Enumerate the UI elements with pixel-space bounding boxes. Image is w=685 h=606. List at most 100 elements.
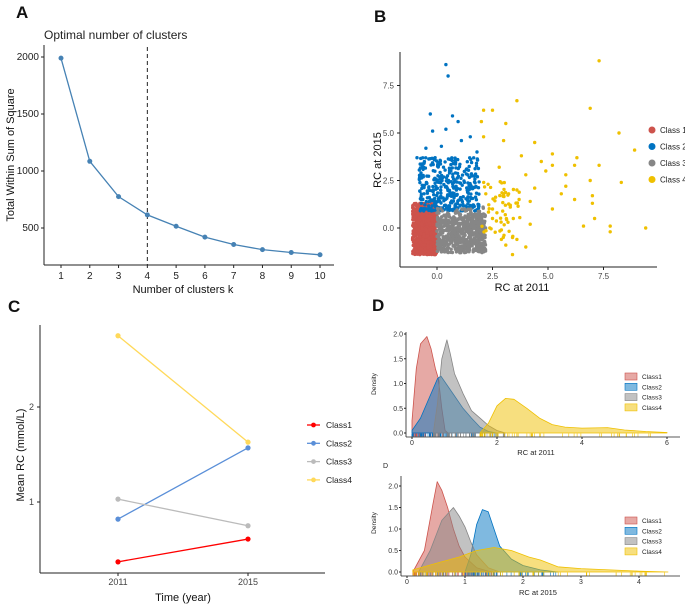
scatter-point-class2 [462,180,467,185]
scatter-point-class3 [480,247,484,251]
scatter-point-class2 [427,157,431,161]
scatter-point-class1 [422,217,427,221]
scatter-point-class4 [644,226,648,230]
scatter-point-class3 [452,244,456,248]
y-tick-label: 7.5 [383,82,395,91]
x-tick-label: 1 [463,579,467,586]
scatter-point-class2 [433,176,437,180]
scatter-point-class2 [460,173,465,177]
scatter-point-class2 [450,166,454,170]
scatter-point-class1 [413,232,417,237]
scatter-point-class2 [425,181,429,186]
scatter-point-class2 [455,201,460,206]
scatter-point-class4 [528,199,532,204]
scatter-point-class3 [435,206,440,211]
scatter-point-class3 [452,220,456,224]
scatter-point-class4 [479,119,484,124]
scatter-point-class2 [457,198,461,202]
scatter-point-class4 [484,192,488,196]
scatter-point-class2 [418,180,422,185]
scatter-point-class3 [482,220,486,224]
data-point [259,247,265,253]
scatter-point-class3 [467,229,472,233]
scatter-point-class1 [421,237,425,242]
scatter-point-class4 [497,165,501,169]
scatter-point-class2 [425,191,430,195]
x-tick-label: 6 [202,271,208,282]
scatter-point-class4 [517,190,521,194]
y-tick-label: 2 [29,402,34,412]
scatter-point-class3 [483,213,487,218]
scatter-point-class2 [427,204,431,208]
data-point [58,55,64,61]
scatter-point-class1 [424,234,429,238]
scatter-point-class2 [446,157,451,161]
legend-label: Class3 [326,457,352,467]
scatter-point-class3 [437,236,441,241]
scatter-point-class2 [423,166,428,170]
scatter-point-class4 [490,108,495,112]
scatter-point-class2 [439,144,444,148]
scatter-point-class2 [443,160,447,164]
scatter-point-class1 [411,235,415,240]
scatter-point-class3 [446,250,450,254]
chart-d2-label: D [383,463,388,470]
scatter-point-class1 [416,244,420,248]
scatter-point-class3 [479,250,484,254]
scatter-point-class2 [473,177,477,181]
scatter-point-class2 [473,167,477,171]
panel-label-d: D [372,296,384,315]
scatter-point-class1 [432,244,436,249]
scatter-point-class3 [443,219,448,224]
scatter-point-class2 [473,181,477,185]
scatter-point-class2 [417,177,421,182]
scatter-point-class2 [474,191,479,195]
chart-b-xlabel: RC at 2011 [495,282,550,294]
scatter-point-class4 [632,148,637,152]
scatter-point-class4 [590,201,595,205]
scatter-point-class3 [460,228,465,233]
scatter-point-class2 [475,150,479,154]
data-point [245,439,251,445]
scatter-point-class3 [455,227,460,231]
x-tick-label: 2 [495,440,499,447]
scatter-point-class3 [477,217,481,221]
scatter-point-class4 [511,216,515,221]
chart-d1-xlabel: RC at 2011 [517,448,554,457]
scatter-point-class1 [424,227,428,232]
scatter-point-class3 [464,228,468,232]
x-tick-label: 4 [580,440,584,447]
scatter-point-class4 [564,173,568,177]
scatter-point-class2 [470,185,474,189]
scatter-point-class2 [461,195,465,199]
scatter-point-class3 [440,231,444,235]
scatter-point-class3 [460,207,464,212]
y-tick-label: 1 [29,497,34,507]
scatter-point-class3 [446,227,450,231]
x-tick-label: 0 [405,579,409,586]
scatter-point-class4 [515,99,519,103]
scatter-point-class3 [436,240,440,245]
scatter-point-class4 [502,223,506,227]
y-tick-label: 5.0 [383,129,395,138]
scatter-point-class2 [445,194,450,199]
scatter-point-class4 [510,252,515,257]
scatter-point-class4 [486,182,490,186]
y-tick-label: 1000 [17,166,40,177]
scatter-point-class2 [438,175,442,179]
scatter-point-class2 [469,157,473,162]
legend-key [648,159,656,167]
scatter-point-class4 [590,194,595,198]
scatter-point-class3 [441,236,446,240]
scatter-point-class1 [430,249,434,253]
scatter-point-class2 [424,199,428,204]
scatter-point-class1 [412,229,416,233]
y-tick-label: 0.0 [393,431,403,438]
scatter-point-class4 [504,243,508,247]
scatter-point-class3 [475,246,479,250]
scatter-point-class3 [465,223,470,227]
legend-key [624,537,638,545]
scatter-point-class2 [423,207,427,211]
scatter-point-class4 [490,207,495,211]
scatter-point-class2 [447,204,451,208]
